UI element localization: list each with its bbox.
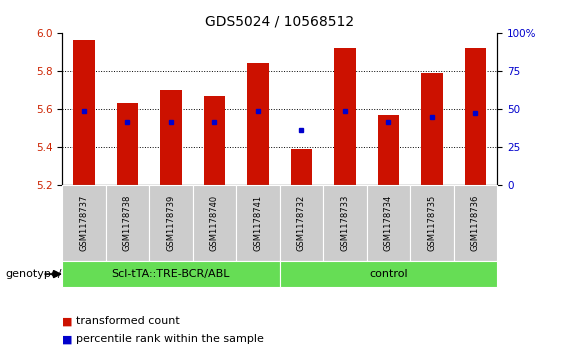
Bar <box>116 103 138 185</box>
Text: ■: ■ <box>62 316 73 326</box>
Bar <box>421 73 443 185</box>
Text: GSM1178740: GSM1178740 <box>210 195 219 251</box>
Bar <box>160 90 182 185</box>
Text: GSM1178735: GSM1178735 <box>428 195 436 251</box>
Bar <box>73 40 95 185</box>
Bar <box>203 95 225 185</box>
Text: Scl-tTA::TRE-BCR/ABL: Scl-tTA::TRE-BCR/ABL <box>112 269 230 279</box>
Text: transformed count: transformed count <box>76 316 180 326</box>
Bar <box>290 149 312 185</box>
Text: GSM1178736: GSM1178736 <box>471 195 480 252</box>
Bar <box>377 115 399 185</box>
Text: percentile rank within the sample: percentile rank within the sample <box>76 334 264 344</box>
Bar <box>334 48 356 185</box>
Text: GSM1178741: GSM1178741 <box>254 195 262 251</box>
Bar <box>247 63 269 185</box>
Title: GDS5024 / 10568512: GDS5024 / 10568512 <box>205 15 354 29</box>
Bar <box>464 48 486 185</box>
Text: GSM1178739: GSM1178739 <box>167 195 175 251</box>
Text: GSM1178732: GSM1178732 <box>297 195 306 251</box>
Text: genotype/variation: genotype/variation <box>6 269 112 279</box>
Text: GSM1178733: GSM1178733 <box>341 195 349 252</box>
Text: GSM1178737: GSM1178737 <box>80 195 88 252</box>
Text: ■: ■ <box>62 334 73 344</box>
Text: control: control <box>369 269 408 279</box>
Text: GSM1178738: GSM1178738 <box>123 195 132 252</box>
Text: GSM1178734: GSM1178734 <box>384 195 393 251</box>
